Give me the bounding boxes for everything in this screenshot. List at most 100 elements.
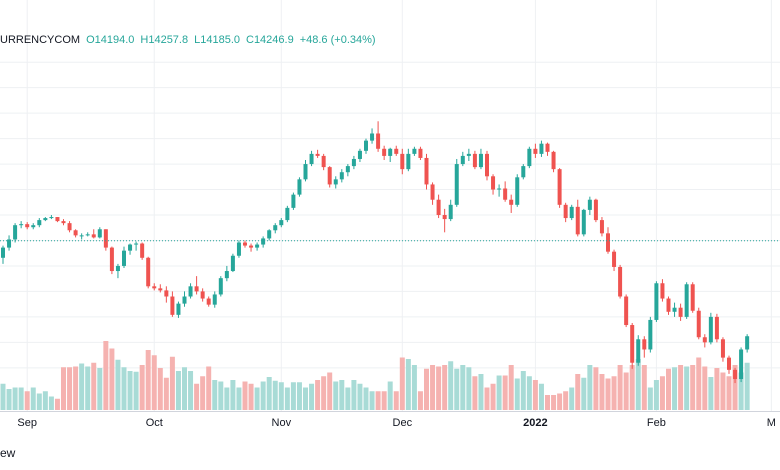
candle <box>37 218 42 228</box>
low-value: L14185.0 <box>194 34 240 46</box>
candle <box>261 236 266 248</box>
volume-bar <box>48 396 54 410</box>
volume-bar <box>260 381 266 410</box>
volume-bar <box>309 383 315 410</box>
candle-body <box>376 133 381 149</box>
candle <box>236 240 241 258</box>
candle <box>339 169 344 183</box>
volume-bar <box>321 376 327 410</box>
price-series <box>1 121 750 384</box>
volume-bar <box>381 391 387 410</box>
volume-bar <box>690 365 696 410</box>
candle-body <box>606 233 610 252</box>
candle-body <box>285 207 290 221</box>
volume-bar <box>333 381 339 410</box>
candle-body <box>630 325 635 363</box>
candle <box>454 158 459 207</box>
candle <box>424 153 429 190</box>
volume-bar <box>557 393 563 410</box>
candle <box>182 291 187 307</box>
candle <box>557 168 562 208</box>
candle <box>158 284 163 293</box>
candle <box>376 121 381 152</box>
candle <box>539 140 544 157</box>
candle-body <box>478 153 483 168</box>
candle <box>624 294 629 328</box>
volume-bar <box>726 376 732 410</box>
candle-body <box>243 242 247 246</box>
candle-body <box>67 223 72 231</box>
volume-bar <box>157 368 163 410</box>
candle-body <box>448 204 453 220</box>
volume-bar <box>696 357 702 410</box>
open-value: O14194.0 <box>86 34 135 46</box>
candle-body <box>714 316 719 340</box>
candle <box>599 217 604 237</box>
candle-body <box>460 155 465 165</box>
volume-bar <box>200 376 206 410</box>
volume-bar <box>611 376 617 410</box>
candle-body <box>370 133 375 141</box>
candle <box>466 148 471 162</box>
candle <box>61 219 66 226</box>
candle-body <box>158 288 163 291</box>
candle-body <box>472 153 477 168</box>
candle <box>291 192 296 210</box>
volume-bar <box>538 383 544 410</box>
candle-body <box>61 221 66 224</box>
candle <box>503 181 508 202</box>
x-tick-label: Feb <box>647 417 666 429</box>
candle <box>364 138 368 154</box>
x-tick-label: Oct <box>146 417 163 429</box>
volume-bar <box>139 365 145 410</box>
candle <box>569 204 574 221</box>
volume-bar <box>339 380 345 410</box>
candle <box>442 208 447 233</box>
candle-body <box>509 199 514 205</box>
footer-label[interactable]: ew <box>0 446 16 460</box>
candle <box>333 176 338 189</box>
volume-bar <box>194 383 200 410</box>
volume-bar <box>520 371 526 410</box>
candle-body <box>140 243 145 258</box>
volume-bar <box>496 375 502 410</box>
candle-body <box>79 235 84 237</box>
candle-body <box>339 172 344 180</box>
symbol-label[interactable]: URRENCYCOM <box>0 34 81 46</box>
volume-bar <box>605 378 611 410</box>
candle <box>140 242 145 260</box>
candle <box>79 233 84 240</box>
candle-body <box>291 194 296 208</box>
volume-bar <box>623 372 629 410</box>
candle <box>382 145 387 160</box>
volume-bar <box>575 374 581 410</box>
volume-bar <box>121 367 127 410</box>
volume-bar <box>672 367 678 410</box>
candle-body <box>575 206 580 235</box>
candle-body <box>581 209 586 235</box>
candle <box>642 336 647 358</box>
candle <box>351 155 356 170</box>
candle-body <box>727 357 731 370</box>
candle <box>702 334 707 348</box>
candle <box>327 166 332 188</box>
candle <box>230 253 235 273</box>
change-value: +48.6 (+0.34%) <box>299 34 376 46</box>
candle-body <box>31 225 36 228</box>
candle-body <box>224 271 229 279</box>
candle <box>460 151 465 167</box>
candle <box>109 246 114 275</box>
candle <box>273 223 278 234</box>
candle-body <box>527 148 532 167</box>
candle-body <box>333 179 338 185</box>
volume-bar <box>387 381 393 410</box>
volume-bar <box>127 371 133 410</box>
candle-body <box>406 153 411 170</box>
candle-body <box>672 307 677 312</box>
x-tick-label: M <box>767 417 776 429</box>
time-axis: Sep Oct Nov Dec 2022 Feb M <box>17 417 776 429</box>
candle <box>630 322 635 369</box>
candle-body <box>103 229 108 248</box>
